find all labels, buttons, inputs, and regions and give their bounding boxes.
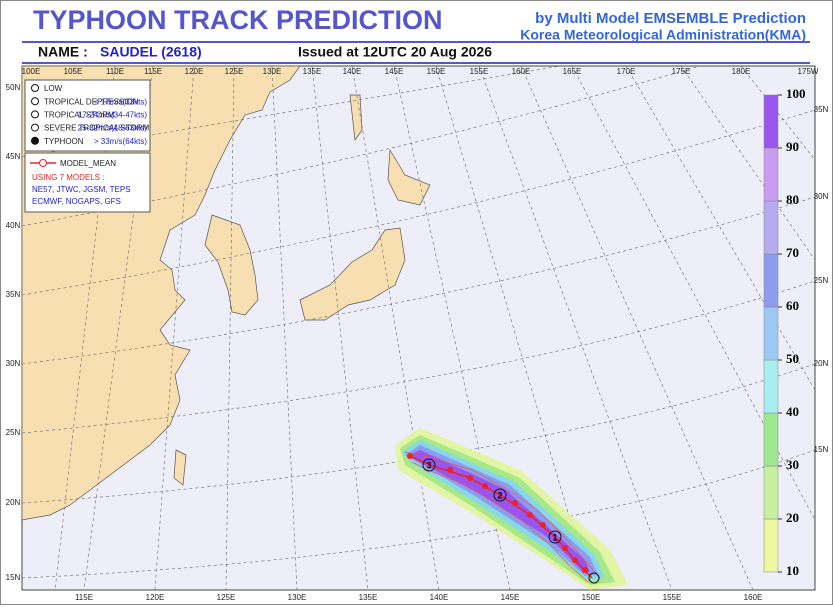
lon-label: 140E [430,593,449,602]
legend-symbol [31,136,39,145]
name-label: NAME : [38,44,88,60]
typhoon-name: SAUDEL (2618) [100,44,202,60]
lon-label: 100E [22,67,41,76]
lat-label: 45N [6,152,21,161]
legend-label: TROPICAL STORM [44,111,115,120]
lon-label: 180E [732,67,751,76]
lat-label: 30N [6,359,21,368]
colorbar-label: 80 [786,192,799,207]
issued: Issued at 12UTC 20 Aug 2026 [298,44,492,60]
colorbar-segment [763,147,779,202]
lon-label: 175E [672,67,691,76]
colorbar-segment [763,306,779,361]
title: TYPHOON TRACK PREDICTION [33,5,443,35]
lon-label: 175W [798,67,819,76]
legend-symbol [31,123,39,132]
lon-label: 115E [144,67,162,76]
colorbar-segment [763,359,779,414]
lon-label: 155E [663,593,682,602]
lon-label: 145E [385,67,404,76]
lon-label: 105E [64,67,83,76]
lon-label: 125E [217,593,236,602]
lat-label: 35N [814,105,829,114]
lon-label: 135E [359,593,378,602]
lon-label: 160E [512,67,531,76]
lat-label: 50N [6,83,21,92]
lat-label: 25N [814,276,829,285]
colorbar-label: 40 [786,404,799,419]
colorbar-label: 60 [786,298,799,313]
track-day: 2 [497,490,502,500]
legend: MODEL_MEAN USING 7 MODELS : NE57, JTWC, … [24,79,151,213]
source: Korea Meteorological Administration(KMA) [520,27,806,43]
colorbar-label: 90 [786,139,799,154]
legend-models: ECMWF, NOGAPS, GFS [32,197,121,206]
colorbar-segment [763,94,779,149]
colorbar-segment [763,518,779,573]
legend-models: NE57, JTWC, JGSM, TEPS [32,185,131,194]
lon-label: 160E [744,593,763,602]
legend-label: TYPHOON [44,137,84,146]
lon-label: 120E [146,593,165,602]
lon-label: 165E [563,67,582,76]
lon-label: 125E [225,67,244,76]
lat-label: 40N [6,221,21,230]
lat-label: 35N [6,290,21,299]
colorbar-label: 30 [786,457,799,472]
legend-label: LOW [44,84,63,93]
colorbar-segment [763,253,779,308]
lon-label: 115E [75,593,93,602]
colorbar-segment [763,412,779,467]
legend-wind: < 17m/s(33kts) [94,97,147,106]
track-day: 3 [426,460,431,470]
lat-label: 30N [814,192,829,201]
track [404,451,601,584]
colorbar-label: 50 [786,351,799,366]
legend-symbol [31,97,39,106]
lat-label: 25N [6,428,21,437]
colorbar-label: 100 [786,86,806,101]
source: by Multi Model EMSEMBLE Prediction [535,10,806,27]
legend-label: SEVERE TROPICAL STORM [44,124,150,133]
track-day: 1 [552,532,557,542]
lon-label: 150E [427,67,446,76]
colorbar: 10 20 30 40 50 60 70 80 90 100 [763,86,806,578]
colorbar-segment [763,200,779,255]
lon-label: 130E [288,593,307,602]
lon-label: 110E [106,67,124,76]
lon-label: 155E [470,67,489,76]
colorbar-label: 10 [786,563,799,578]
lat-label: 15N [6,573,21,582]
colorbar-label: 20 [786,510,799,525]
legend-symbol [31,84,39,92]
colorbar-segment [763,465,779,520]
legend-label: TROPICAL DEPRESSION [44,97,139,106]
lon-label: 145E [501,593,520,602]
legend-symbol [31,110,39,119]
lon-label: 130E [263,67,282,76]
colorbar-label: 70 [786,245,799,260]
lon-label: 150E [582,593,601,602]
legend-model-mean: MODEL_MEAN [60,159,116,168]
lon-label: 120E [185,67,204,76]
legend-wind: 25-32m/s(48-63kts) [78,124,148,133]
legend-wind: > 33m/s(64kts) [94,137,147,146]
lon-label: 140E [343,67,362,76]
lat-label: 20N [6,498,21,507]
lon-label: 170E [617,67,636,76]
lon-label: 135E [303,67,322,76]
lat-label: 20N [814,359,829,368]
legend-wind: 17-24m/s(34-47kts) [78,111,148,120]
legend-models-title: USING 7 MODELS : [32,173,104,182]
lat-label: 15N [814,445,829,454]
